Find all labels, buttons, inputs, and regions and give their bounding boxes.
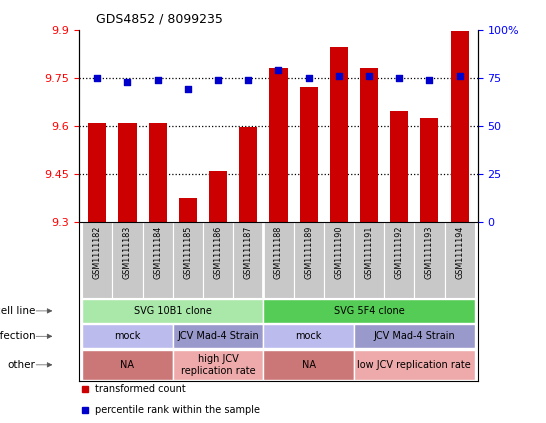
Text: SVG 10B1 clone: SVG 10B1 clone [134,306,212,316]
Bar [390,111,408,222]
Bar [294,222,324,298]
Text: GSM1111188: GSM1111188 [274,226,283,279]
Point [213,76,222,83]
Bar [88,123,106,222]
Bar [143,222,173,298]
Text: NA: NA [121,360,134,370]
Point [183,86,192,93]
Text: GSM1111192: GSM1111192 [395,226,403,279]
Bar [444,222,474,298]
Point [395,74,403,81]
Bar [112,222,143,298]
Text: mock: mock [295,331,322,341]
Text: GSM1111189: GSM1111189 [304,226,313,279]
Bar [360,68,378,222]
Text: cell line: cell line [0,306,35,316]
Bar [263,299,474,323]
Bar [82,324,173,349]
Text: high JCV
replication rate: high JCV replication rate [181,354,256,376]
Text: percentile rank within the sample: percentile rank within the sample [95,405,260,415]
Bar [82,349,173,380]
Text: other: other [8,360,35,370]
Point [123,78,132,85]
Bar [179,198,197,222]
Point [153,76,162,83]
Point [335,72,343,79]
Point [93,74,102,81]
Bar [300,88,318,222]
Bar [263,324,354,349]
Text: GSM1111190: GSM1111190 [334,226,343,279]
Bar [173,324,263,349]
Text: GSM1111185: GSM1111185 [183,226,192,279]
Bar [330,47,348,222]
Text: mock: mock [114,331,141,341]
Text: JCV Mad-4 Strain: JCV Mad-4 Strain [373,331,455,341]
Bar [173,222,203,298]
Bar [354,349,474,380]
Bar [149,123,167,222]
Bar [420,118,438,222]
Text: GSM1111186: GSM1111186 [213,226,223,279]
Point [365,72,373,79]
Bar [269,68,288,222]
Text: GSM1111193: GSM1111193 [425,226,434,279]
Bar [209,171,227,222]
Text: low JCV replication rate: low JCV replication rate [358,360,471,370]
Bar [233,222,263,298]
Bar [173,349,263,380]
Text: GSM1111191: GSM1111191 [365,226,373,279]
Bar [354,324,474,349]
Text: transformed count: transformed count [95,384,186,394]
Text: GSM1111187: GSM1111187 [244,226,253,279]
Bar [324,222,354,298]
Point [455,72,464,79]
Text: GSM1111183: GSM1111183 [123,226,132,279]
Point [425,76,434,83]
Bar [384,222,414,298]
Bar [450,31,468,222]
Bar [354,222,384,298]
Bar [414,222,444,298]
Text: JCV Mad-4 Strain: JCV Mad-4 Strain [177,331,259,341]
Text: GDS4852 / 8099235: GDS4852 / 8099235 [96,12,222,25]
Bar [118,123,136,222]
Text: GSM1111194: GSM1111194 [455,226,464,279]
Point [274,67,283,74]
Bar [239,127,257,222]
Point [244,76,253,83]
Point [304,74,313,81]
Text: infection: infection [0,331,35,341]
Text: GSM1111182: GSM1111182 [93,226,102,279]
Text: SVG 5F4 clone: SVG 5F4 clone [334,306,405,316]
Bar [82,222,112,298]
Text: GSM1111184: GSM1111184 [153,226,162,279]
Bar [82,299,263,323]
Bar [203,222,233,298]
Bar [263,349,354,380]
Text: NA: NA [301,360,316,370]
Bar [263,222,294,298]
